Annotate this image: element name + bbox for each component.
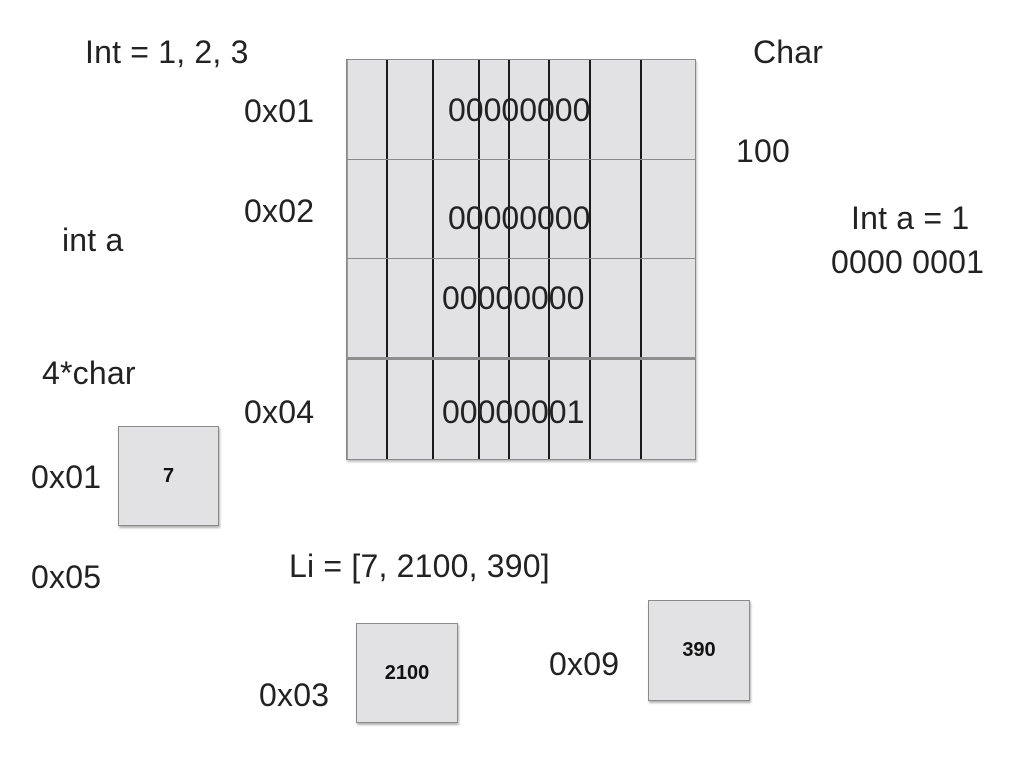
list-value-box-2100: 2100 [356, 623, 458, 723]
byte-row-1: 00000000 [448, 92, 591, 128]
int-a-label: int a [62, 222, 124, 258]
list-label: Li = [7, 2100, 390] [289, 548, 550, 584]
list-value-box-7: 7 [118, 426, 219, 526]
char-label: Char [753, 34, 824, 70]
list-value-box-390: 390 [648, 600, 750, 701]
address-label-7: 0x01 [31, 459, 102, 495]
four-char-label: 4*char [42, 355, 136, 391]
byte-row-4: 00000001 [442, 394, 585, 430]
address-label-0x05: 0x05 [31, 559, 102, 595]
byte-row-2: 00000000 [448, 200, 591, 236]
box-value-7: 7 [162, 464, 175, 487]
address-label: 0x01 [244, 93, 315, 129]
address-label: 0x04 [244, 394, 315, 430]
hundred-label: 100 [736, 133, 790, 169]
address-label-390: 0x09 [549, 646, 620, 682]
address-label: 0x02 [244, 193, 315, 229]
int-list-label: Int = 1, 2, 3 [85, 34, 249, 70]
byte-row-3: 00000000 [442, 280, 585, 316]
box-value-390: 390 [682, 639, 716, 661]
int-a-binary-label: 0000 0001 [831, 244, 985, 280]
int-a-assign-label: Int a = 1 [851, 200, 970, 236]
address-label-2100: 0x03 [259, 677, 330, 713]
box-value-2100: 2100 [384, 661, 430, 684]
memory-grid: 00000000 00000000 00000000 00000001 [346, 59, 696, 460]
